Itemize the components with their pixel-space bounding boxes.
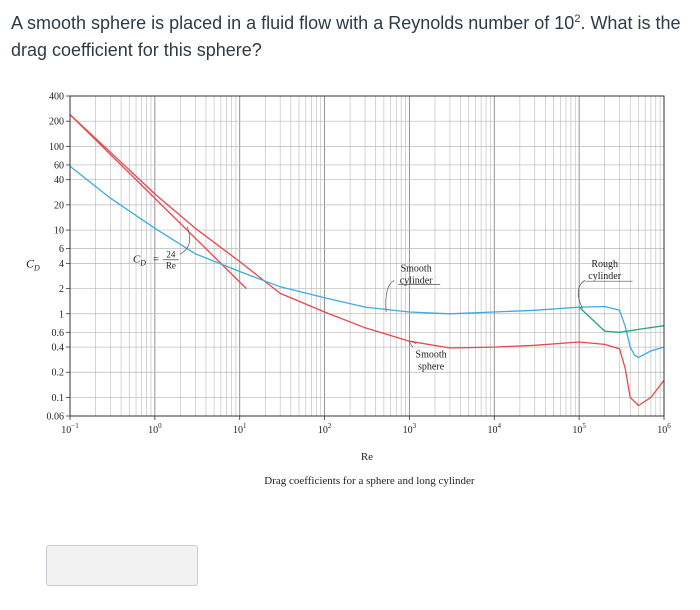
series-line-1 — [69, 114, 247, 290]
y-tick-label: 10 — [54, 226, 64, 237]
y-axis-label: CD — [26, 256, 40, 272]
y-axis-label-main: C — [26, 256, 35, 270]
y-tick-label: 0.06 — [47, 412, 65, 423]
chart-series — [69, 114, 665, 407]
x-tick-label: 10−1 — [61, 422, 79, 436]
y-tick-label: 0.1 — [52, 393, 65, 404]
formula-numerator: 24 — [166, 249, 176, 259]
y-axis-label-sub: D — [33, 263, 40, 272]
formula-leader-line — [179, 226, 191, 255]
chart-caption: Drag coefficients for a sphere and long … — [264, 475, 475, 487]
chart-ticks: 10−1 100 101 102 103 104 105 106400200100604020… — [47, 92, 672, 437]
smooth-cylinder-leader-line — [385, 280, 395, 313]
x-tick-label: 103 — [403, 422, 417, 436]
y-tick-label: 2 — [59, 284, 64, 295]
x-axis-label: Re — [361, 451, 373, 463]
y-tick-label: 0.4 — [52, 343, 65, 354]
y-tick-label: 100 — [49, 142, 64, 153]
answer-input[interactable] — [46, 545, 198, 586]
y-tick-label: 6 — [59, 244, 64, 255]
x-tick-label: 101 — [233, 422, 247, 436]
smooth-sphere-label-line: Smooth — [416, 350, 447, 361]
series-line-0 — [69, 114, 665, 407]
smooth-sphere-leader-line — [409, 340, 417, 348]
x-tick-label: 102 — [318, 422, 332, 436]
y-tick-label: 4 — [59, 259, 64, 270]
question-exponent: 2 — [574, 13, 581, 25]
rough-cylinder-label-line: Rough — [591, 259, 618, 270]
y-tick-label: 0.2 — [52, 368, 65, 379]
y-tick-label: 0.6 — [52, 328, 65, 339]
smooth-cylinder-label-line: cylinder — [400, 275, 433, 286]
rough-cylinder-label-line: cylinder — [588, 271, 621, 282]
y-tick-label: 1 — [59, 309, 64, 320]
formula-denominator: Re — [166, 260, 176, 270]
formula-equals: = — [153, 253, 159, 265]
formula-lhs: CD — [133, 253, 146, 267]
y-tick-label: 40 — [54, 175, 64, 186]
plot-frame — [69, 95, 665, 417]
x-tick-label: 106 — [657, 422, 671, 436]
question-text-before: A smooth sphere is placed in a fluid flo… — [11, 13, 575, 33]
y-tick-label: 400 — [49, 92, 64, 103]
x-tick-label: 100 — [148, 422, 162, 436]
chart-grid — [70, 96, 664, 416]
y-tick-label: 60 — [54, 160, 64, 171]
x-tick-label: 105 — [572, 422, 586, 436]
series-line-2 — [69, 165, 665, 359]
question-text: A smooth sphere is placed in a fluid flo… — [11, 10, 691, 64]
smooth-sphere-label-line: sphere — [418, 362, 445, 373]
y-tick-label: 20 — [54, 200, 64, 211]
x-tick-label: 104 — [488, 422, 502, 436]
rough-cylinder-leader-line — [577, 279, 585, 309]
series-line-3 — [578, 306, 665, 333]
y-tick-label: 200 — [49, 117, 64, 128]
question-text-after: . What is the drag coefficient for this … — [11, 13, 681, 60]
smooth-cylinder-label-line: Smooth — [401, 263, 432, 274]
